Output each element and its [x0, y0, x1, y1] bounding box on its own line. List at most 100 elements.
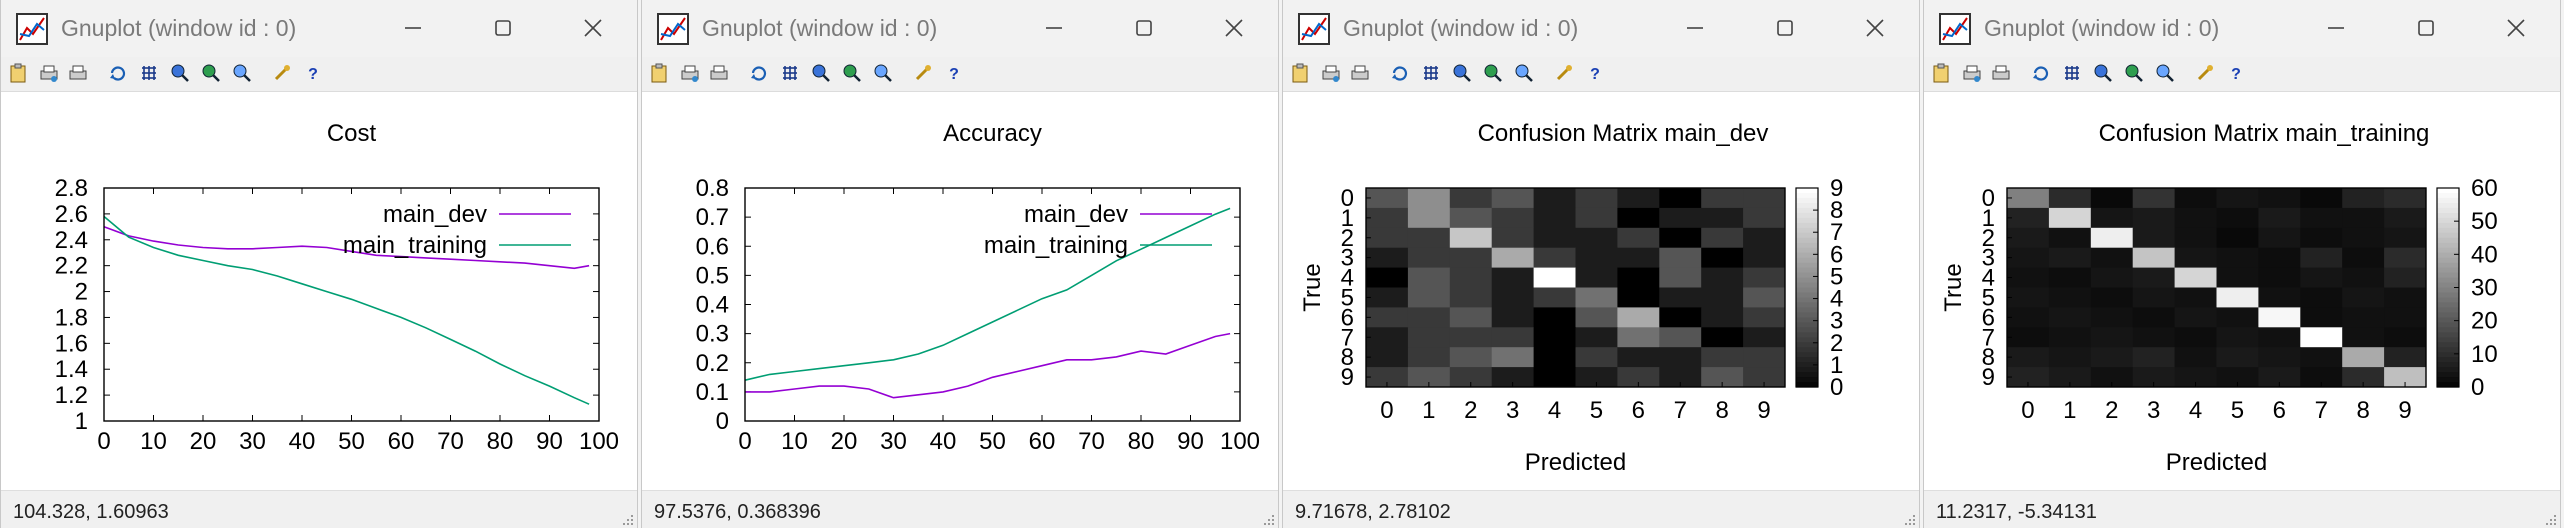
grid-icon[interactable] [138, 62, 160, 84]
heatmap-cell [1533, 327, 1576, 348]
colorbar-segment [2437, 217, 2459, 224]
print-icon[interactable] [67, 62, 89, 84]
heatmap-cell [1533, 227, 1576, 249]
heatmap-cell [1449, 247, 1493, 269]
x-tick-label: 50 [338, 428, 365, 455]
help-icon[interactable]: ? [1584, 62, 1606, 84]
print-setup-icon[interactable] [1320, 62, 1342, 84]
heatmap-cell [1366, 367, 1409, 388]
print-icon[interactable] [1349, 62, 1371, 84]
clipboard-icon[interactable] [7, 62, 29, 84]
title-bar[interactable]: Gnuplot (window id : 0) [642, 0, 1278, 57]
plot-area[interactable]: Accuracy 0 10 20 30 40 50 60 70 80 90 100 0 0.1 0.2 0.3… [642, 92, 1278, 488]
zoom-next-icon[interactable] [1482, 62, 1504, 84]
grid-icon[interactable] [779, 62, 801, 84]
help-icon[interactable]: ? [2225, 62, 2247, 84]
heatmap-cell [1575, 287, 1618, 308]
print-setup-icon[interactable] [679, 62, 701, 84]
plot-area[interactable]: Confusion Matrix main_training 0 1 2 3 4 5 6 7 8 9… [1924, 92, 2560, 488]
close-button[interactable] [2496, 10, 2536, 46]
heatmap-cell [1701, 207, 1744, 229]
colorbar-segment [1796, 222, 1818, 229]
minimize-button[interactable] [393, 10, 433, 46]
heatmap-cell [1659, 287, 1702, 308]
clipboard-icon[interactable] [648, 62, 670, 84]
clipboard-icon[interactable] [1930, 62, 1952, 84]
colorbar-segment [2437, 197, 2459, 204]
heatmap-cell [1366, 188, 1409, 209]
heatmap-cell [2174, 287, 2217, 308]
plot-area[interactable]: Confusion Matrix main_dev 0 1 2 3 4 5 6 7 8 9 0 1 2 3 4… [1283, 92, 1919, 488]
print-setup-icon[interactable] [38, 62, 60, 84]
title-bar[interactable]: Gnuplot (window id : 0) [1283, 0, 1919, 57]
heatmap-cell [1491, 327, 1535, 348]
heatmap-cell [2090, 327, 2134, 348]
colorbar-tick-label: 7 [1830, 219, 1843, 246]
replot-icon[interactable] [1389, 62, 1411, 84]
resize-grip-icon[interactable] [1903, 513, 1917, 527]
options-icon[interactable] [912, 62, 934, 84]
close-button[interactable] [1855, 10, 1895, 46]
maximize-button[interactable] [2406, 10, 2446, 46]
print-setup-icon[interactable] [1961, 62, 1983, 84]
colorbar-segment [2437, 232, 2459, 239]
print-icon[interactable] [1990, 62, 2012, 84]
mouse-coordinates: 11.2317, -5.34131 [1936, 501, 2097, 523]
zoom-prev-icon[interactable] [169, 62, 191, 84]
resize-grip-icon[interactable] [1262, 513, 1276, 527]
heatmap-cell [2216, 347, 2259, 368]
title-bar[interactable]: Gnuplot (window id : 0) [1924, 0, 2560, 57]
print-icon[interactable] [708, 62, 730, 84]
resize-grip-icon[interactable] [621, 513, 635, 527]
maximize-button[interactable] [1124, 10, 1164, 46]
plot-area[interactable]: Cost 0 10 20 30 40 50 60 70 80 90 100 1 1.2 1.4 1.6 1.8 2… [1, 92, 637, 488]
zoom-autoscale-icon[interactable] [1513, 62, 1535, 84]
heatmap-cell [2342, 188, 2385, 209]
close-button[interactable] [573, 10, 613, 46]
title-bar[interactable]: Gnuplot (window id : 0) [1, 0, 637, 57]
zoom-prev-icon[interactable] [2092, 62, 2114, 84]
options-icon[interactable] [1553, 62, 1575, 84]
clipboard-icon[interactable] [1289, 62, 1311, 84]
zoom-next-icon[interactable] [200, 62, 222, 84]
zoom-next-icon[interactable] [841, 62, 863, 84]
minimize-button[interactable] [1675, 10, 1715, 46]
plot-frame [2006, 187, 2427, 388]
heatmap-cell [2007, 287, 2050, 308]
maximize-button[interactable] [483, 10, 523, 46]
heatmap-cell [2384, 347, 2427, 368]
replot-icon[interactable] [2030, 62, 2052, 84]
x-tick-label: 100 [1220, 428, 1260, 455]
options-icon[interactable] [271, 62, 293, 84]
toolbar: ? [1283, 57, 1919, 92]
grid-icon[interactable] [2061, 62, 2083, 84]
zoom-autoscale-icon[interactable] [2154, 62, 2176, 84]
heatmap-cell [1617, 287, 1660, 308]
colorbar-segment [1796, 312, 1818, 318]
colorbar-tick-label: 4 [1830, 286, 1843, 313]
zoom-autoscale-icon[interactable] [872, 62, 894, 84]
colorbar-segment [2437, 227, 2459, 234]
minimize-button[interactable] [1034, 10, 1074, 46]
options-icon[interactable] [2194, 62, 2216, 84]
zoom-prev-icon[interactable] [1451, 62, 1473, 84]
replot-icon[interactable] [748, 62, 770, 84]
zoom-autoscale-icon[interactable] [231, 62, 253, 84]
heatmap-cell [2342, 367, 2385, 388]
close-button[interactable] [1214, 10, 1254, 46]
resize-grip-icon[interactable] [2544, 513, 2558, 527]
replot-icon[interactable] [107, 62, 129, 84]
colorbar-segment [2437, 332, 2459, 338]
heatmap-cell [2090, 267, 2134, 288]
help-icon[interactable]: ? [302, 62, 324, 84]
zoom-next-icon[interactable] [2123, 62, 2145, 84]
status-bar: 97.5376, 0.368396 [642, 490, 1278, 528]
colorbar-segment [1796, 322, 1818, 328]
grid-icon[interactable] [1420, 62, 1442, 84]
maximize-button[interactable] [1765, 10, 1805, 46]
zoom-prev-icon[interactable] [810, 62, 832, 84]
minimize-button[interactable] [2316, 10, 2356, 46]
help-icon[interactable]: ? [943, 62, 965, 84]
gnuplot-app-icon [1939, 13, 1971, 45]
